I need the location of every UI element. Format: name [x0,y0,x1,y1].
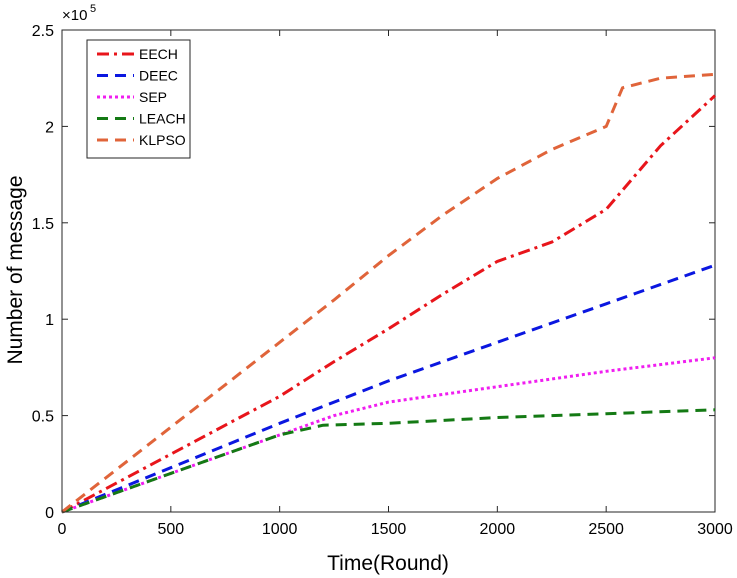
x-tick-label: 1500 [371,521,407,538]
x-tick-label: 1000 [262,521,298,538]
legend-box [86,39,191,159]
y-tick-label: 2 [45,119,54,136]
series-line-klpso [61,72,716,514]
y-multiplier-label: ×10 [62,7,87,24]
y-axis-label: Number of message [4,175,27,364]
series-line-deec [61,263,716,514]
legend-label-klpso: KLPSO [139,132,186,148]
legend-label-eech: EECH [139,46,178,62]
legend-label-sep: SEP [139,89,167,105]
x-axis-label: Time(Round) [327,552,449,575]
legend-label-deec: DEEC [139,68,178,84]
y-tick-label: 1 [45,312,54,329]
legend-label-leach: LEACH [139,111,186,127]
x-tick-label: 2500 [588,521,624,538]
x-tick-label: 500 [157,521,184,538]
y-tick-label: 1.5 [32,216,54,233]
y-tick-label: 0 [45,505,54,522]
y-multiplier-exponent: 5 [90,3,96,15]
y-tick-label: 2.5 [32,23,54,40]
x-tick-label: 0 [58,521,67,538]
x-tick-label: 3000 [697,521,733,538]
y-tick-label: 0.5 [32,409,54,426]
series-line-leach [61,408,716,514]
x-tick-label: 2000 [480,521,516,538]
